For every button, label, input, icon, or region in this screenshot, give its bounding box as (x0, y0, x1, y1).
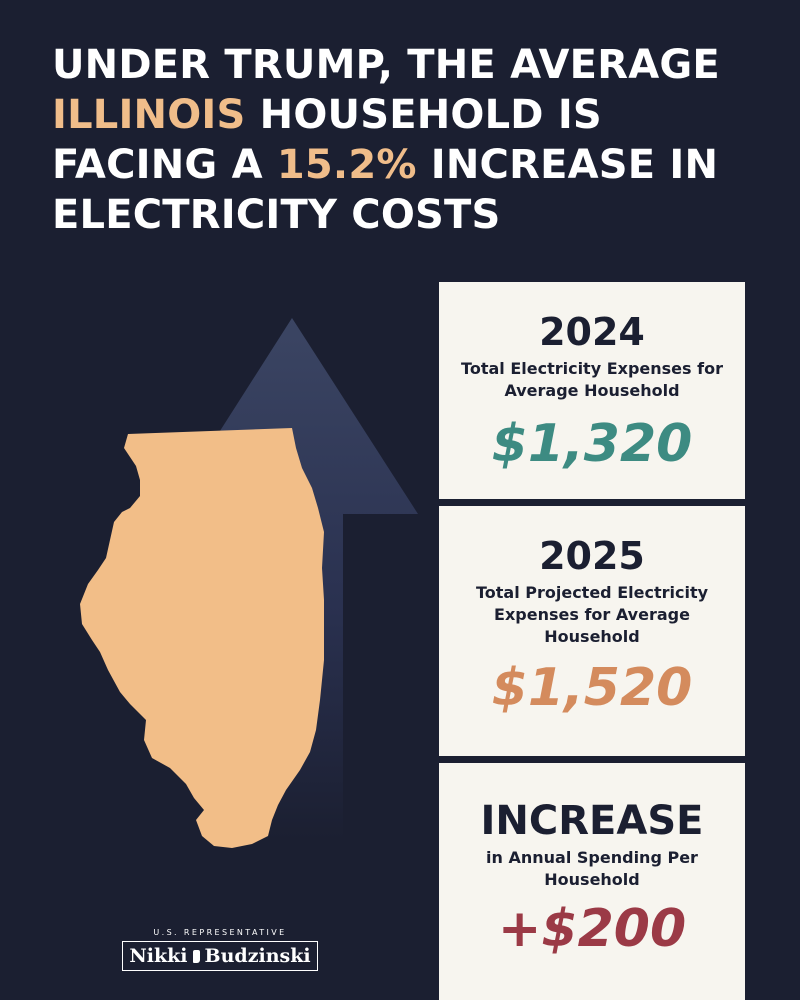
headline-line1: UNDER TRUMP, THE AVERAGE (52, 42, 720, 88)
card-increase-amount: +$200 (497, 899, 687, 959)
headline-line2-rest: HOUSEHOLD IS (245, 92, 602, 138)
card-increase: INCREASE in Annual Spending Per Househol… (439, 763, 745, 1000)
card-increase-description: in Annual Spending Per Household (486, 848, 698, 889)
card-2024-description: Total Electricity Expenses for Average H… (461, 359, 723, 400)
illinois-map-icon (80, 428, 324, 848)
headline-state: ILLINOIS (52, 92, 246, 138)
card-2024-amount: $1,320 (491, 414, 693, 474)
card-2025-description: Total Projected Electricity Expenses for… (475, 583, 709, 646)
card-2025-heading: 2025 (539, 534, 645, 578)
logo: U.S. REPRESENTATIVE Nikki Budzinski (120, 928, 320, 971)
card-2024-heading: 2024 (539, 310, 645, 354)
logo-first-name: Nikki (129, 945, 188, 967)
card-increase-heading: INCREASE (480, 798, 704, 844)
headline-line3-start: FACING A (52, 142, 277, 188)
logo-last-name: Budzinski (204, 945, 311, 967)
logo-name: Nikki Budzinski (122, 941, 318, 971)
logo-title: U.S. REPRESENTATIVE (153, 928, 287, 937)
illinois-logo-icon (192, 950, 200, 963)
card-2025-amount: $1,520 (491, 658, 693, 718)
headline: UNDER TRUMP, THE AVERAGE ILLINOIS HOUSEH… (52, 40, 772, 240)
illustration (80, 318, 418, 848)
headline-percent: 15.2% (276, 142, 417, 188)
card-2025: 2025 Total Projected Electricity Expense… (439, 506, 745, 756)
card-2024: 2024 Total Electricity Expenses for Aver… (439, 282, 745, 499)
headline-line3-rest: INCREASE IN (416, 142, 719, 188)
headline-line4: ELECTRICITY COSTS (52, 192, 501, 238)
